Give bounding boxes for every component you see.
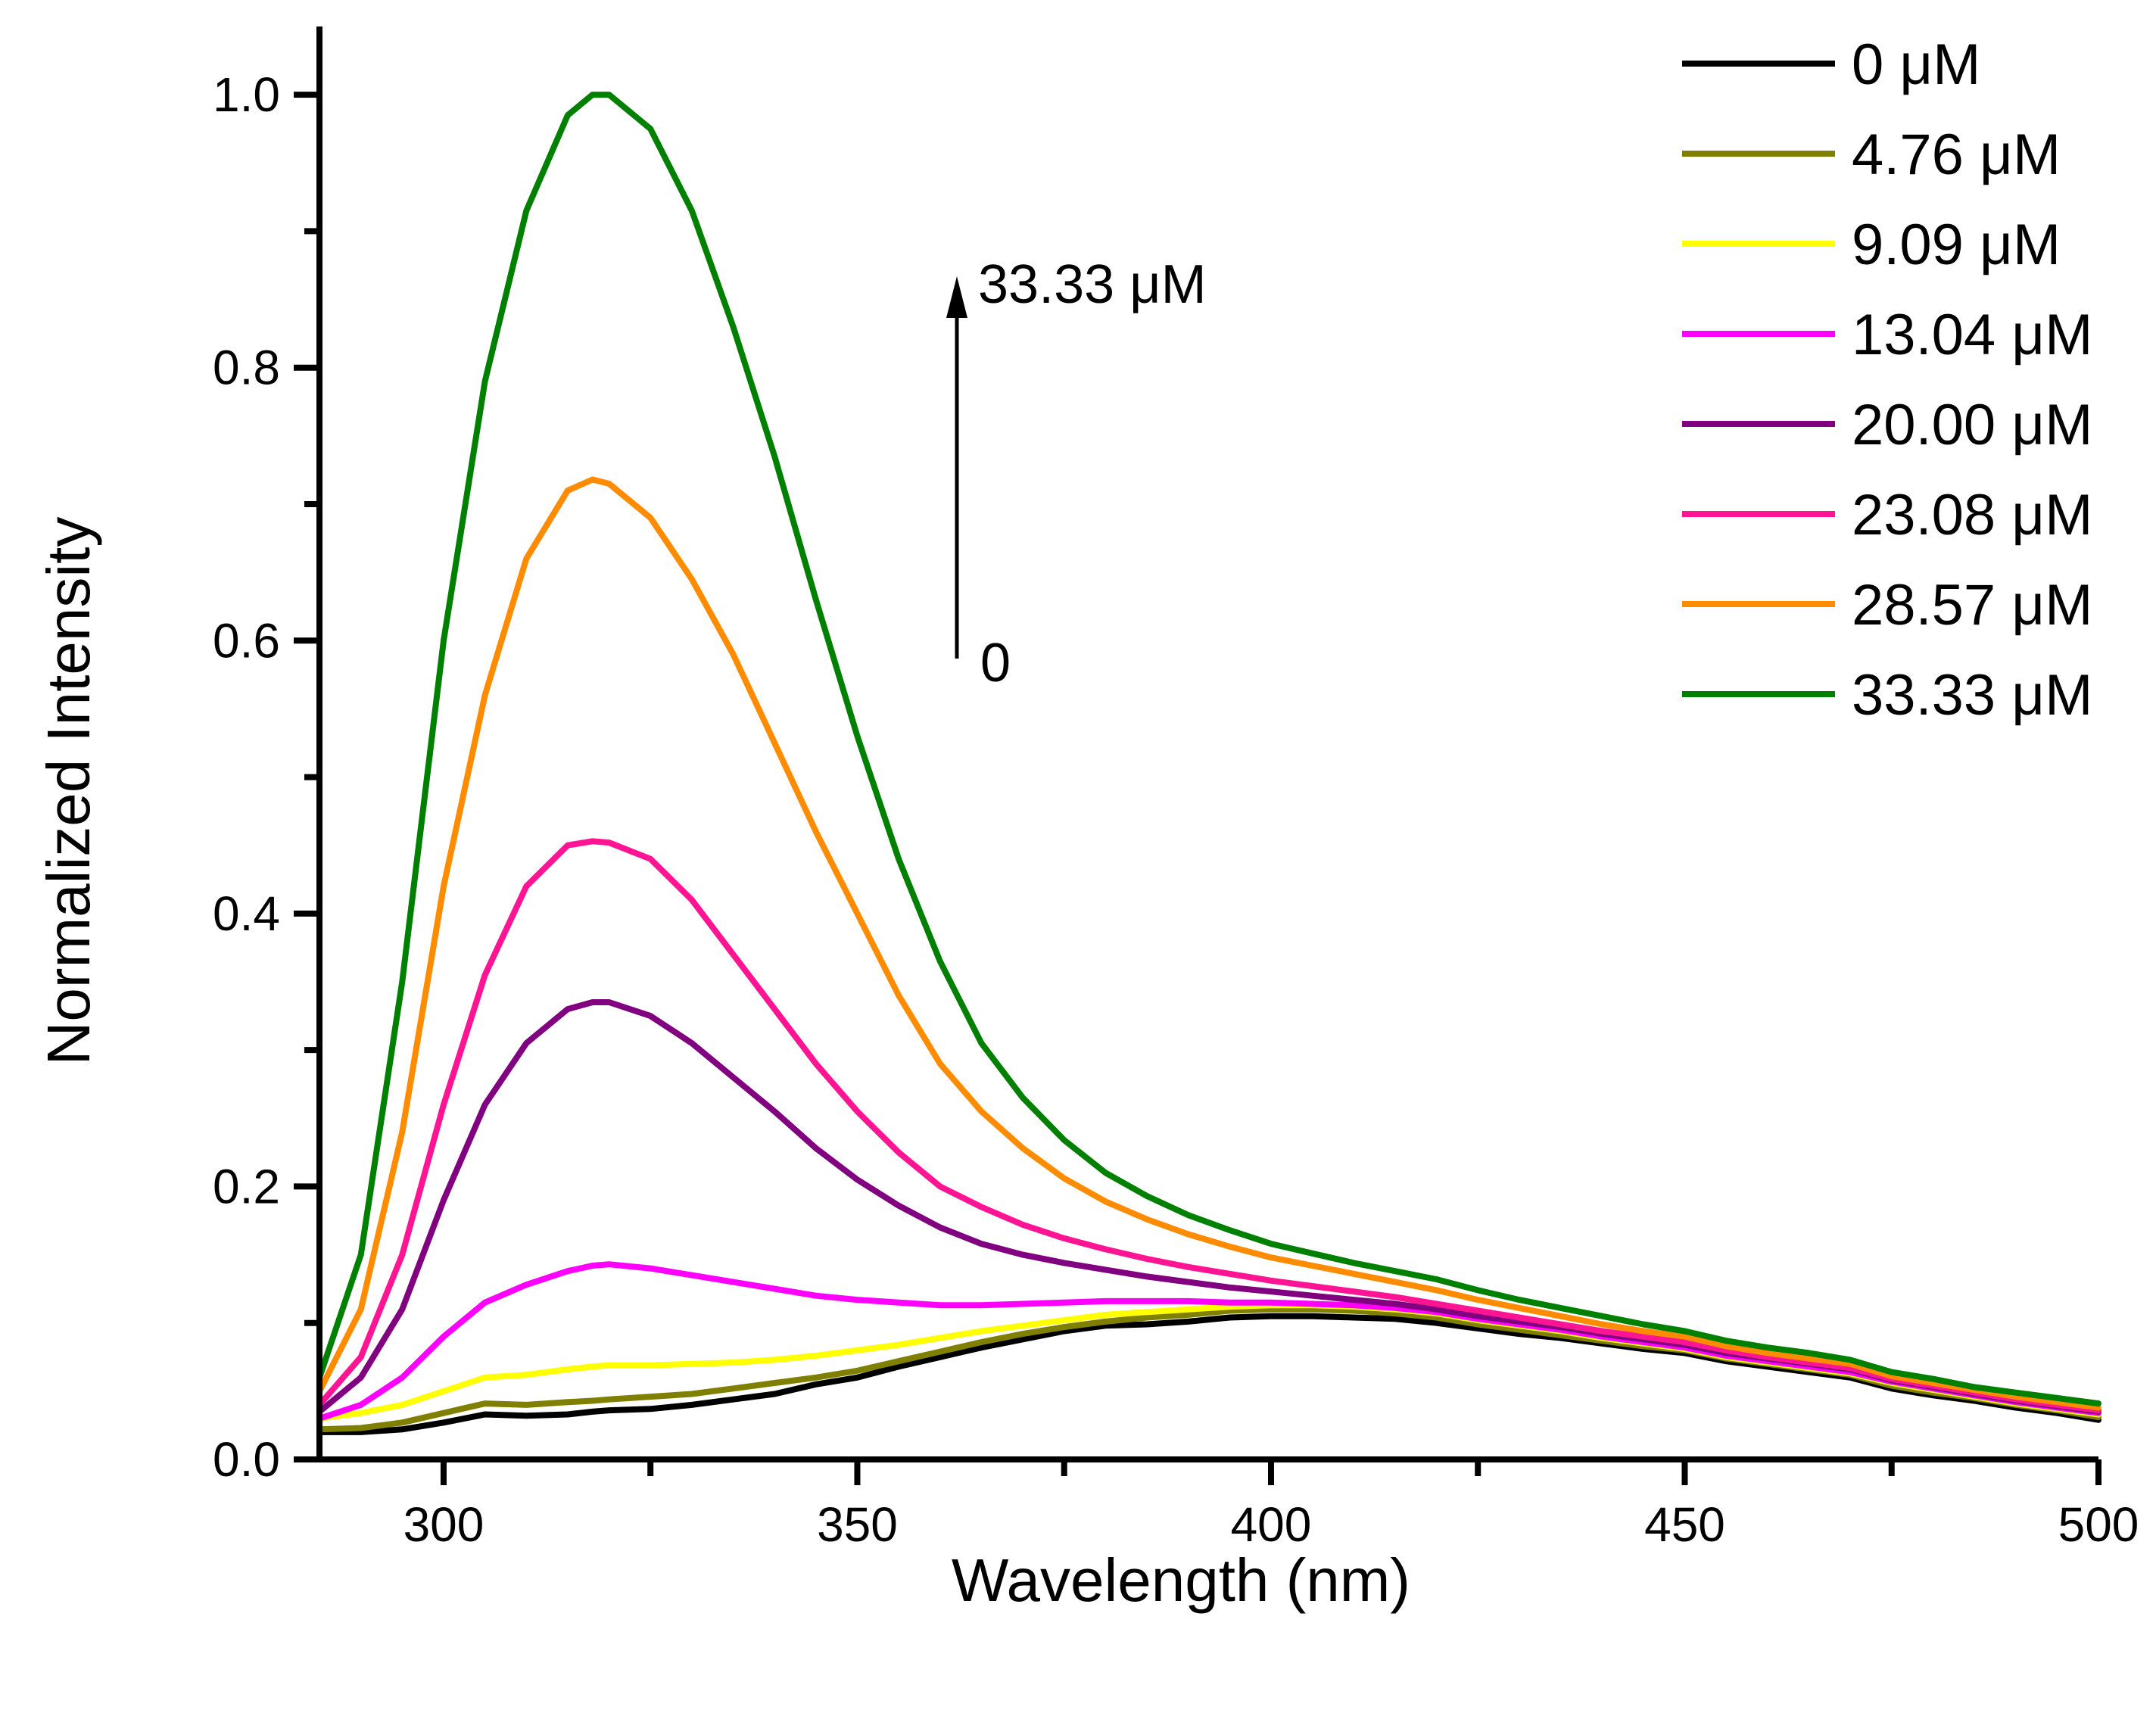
legend-label-0: 0 μM (1852, 33, 1980, 97)
series-line-4 (316, 999, 2101, 1415)
y-tick-label: 0.6 (213, 613, 280, 668)
concentration-arrow (946, 276, 967, 659)
legend: 0 μM 4.76 μM 9.09 μM 13.04 μM 20.00 μM 23.08 … (1682, 33, 2092, 727)
x-tick-label: 500 (2058, 1497, 2139, 1552)
arrow-bottom-label: 0 (980, 633, 1011, 693)
legend-label-2: 9.09 μM (1852, 213, 2061, 277)
legend-label-7: 33.33 μM (1852, 663, 2092, 727)
x-axis-title: Wavelength (nm) (952, 1546, 1410, 1614)
x-axis-ticks: 300 350 400 450 500 (403, 1459, 2139, 1552)
legend-label-3: 13.04 μM (1852, 303, 2092, 367)
x-tick-label: 350 (817, 1497, 898, 1552)
y-tick-label: 0.2 (213, 1159, 280, 1213)
series-line-7 (316, 92, 2101, 1407)
x-tick-label: 300 (403, 1497, 484, 1552)
y-tick-label: 1.0 (213, 67, 280, 122)
y-axis-title: Normalized Intensity (35, 517, 102, 1066)
legend-label-1: 4.76 μM (1852, 123, 2061, 187)
x-tick-label: 400 (1231, 1497, 1312, 1552)
series-layer (316, 92, 2101, 1435)
y-tick-label: 0.8 (213, 341, 280, 395)
axes (316, 26, 2098, 1462)
arrow-head (946, 276, 967, 318)
y-tick-label: 0.4 (213, 886, 280, 941)
y-axis-ticks: 0.0 0.2 0.4 0.6 0.8 1.0 (213, 67, 319, 1487)
legend-label-4: 20.00 μM (1852, 393, 2092, 457)
legend-label-5: 23.08 μM (1852, 483, 2092, 547)
arrow-top-label: 33.33 μM (978, 254, 1207, 315)
series-line-6 (316, 476, 2101, 1411)
x-tick-label: 450 (1644, 1497, 1725, 1552)
legend-label-6: 28.57 μM (1852, 573, 2092, 637)
series-line-5 (316, 838, 2101, 1414)
y-tick-label: 0.0 (213, 1432, 280, 1487)
